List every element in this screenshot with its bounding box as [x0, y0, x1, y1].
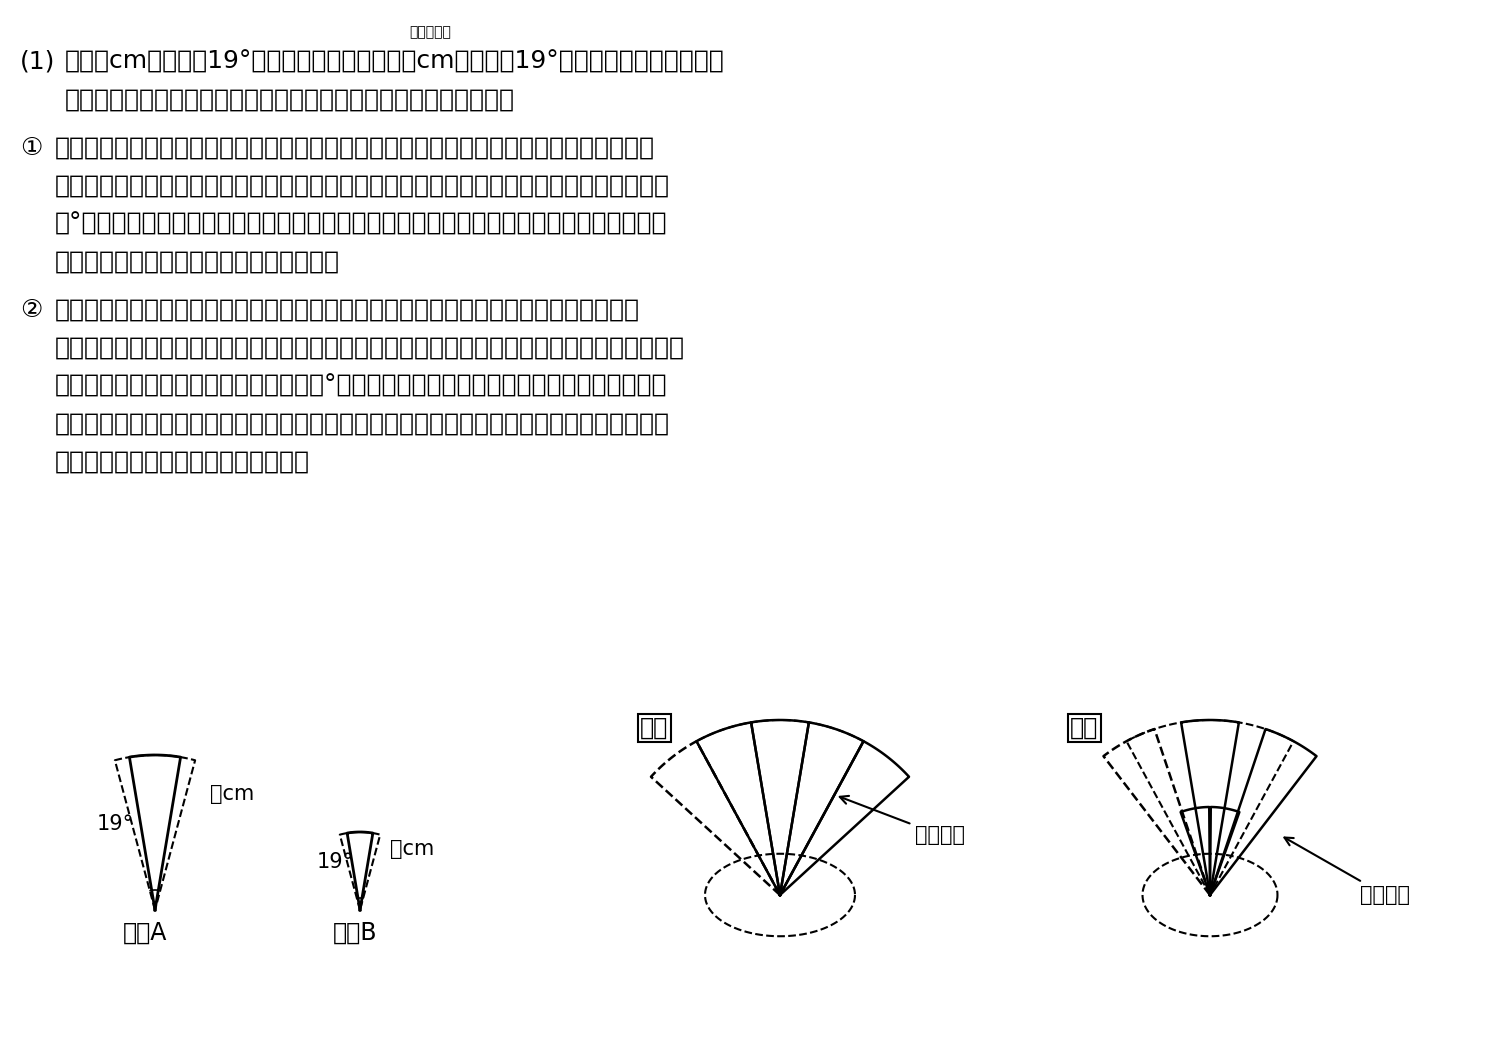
Polygon shape — [780, 742, 909, 895]
Text: 図１: 図１ — [640, 715, 669, 739]
Text: ①: ① — [20, 136, 42, 160]
Text: (1): (1) — [20, 50, 56, 74]
Text: ３°以上です。のりしろ部分の面積の合計がいちばん小さくなるようにはり合わせたとき，: ３°以上です。のりしろ部分の面積の合計がいちばん小さくなるようにはり合わせたとき… — [56, 212, 668, 236]
Text: ３cm: ３cm — [390, 839, 435, 859]
Text: のりしろ部分の扇形の中心角はどれも３°以上です。また，扇形の紙が３枚以上重なる部分: のりしろ部分の扇形の中心角はどれも３°以上です。また，扇形の紙が３枚以上重なる部… — [56, 374, 668, 398]
Text: 半径６cm，中心角19°の扇形Ａの紙と，半径３cm，中心角19°の扇形Ｂの紙がたくさん: 半径６cm，中心角19°の扇形Ａの紙と，半径３cm，中心角19°の扇形Ｂの紙がた… — [64, 50, 724, 74]
Text: 扇形Ａ，Ｂの紙を図２のように扇形Ａと扇形Ｂが必ず交互になるように，平らにはり合: 扇形Ａ，Ｂの紙を図２のように扇形Ａと扇形Ｂが必ず交互になるように，平らにはり合 — [56, 298, 640, 322]
Text: わせます。このとき，最後にはる扇形の紙は，１枚目の扇形の紙にはり合わせます。ただし，: わせます。このとき，最後にはる扇形の紙は，１枚目の扇形の紙にはり合わせます。ただ… — [56, 336, 686, 360]
Text: のりしろ: のりしろ — [1284, 838, 1410, 905]
Text: のりしろ部分の面積の合計を求めなさい。: のりしろ部分の面積の合計を求めなさい。 — [56, 250, 340, 274]
Text: 扇形Ａの紙だけを図１のようにはり合わせて円を作ります。このとき，最後にはる扇形の: 扇形Ａの紙だけを図１のようにはり合わせて円を作ります。このとき，最後にはる扇形の — [56, 136, 656, 160]
Text: あります。扇形の中心角とは，２本の半径がつくる角のことです。: あります。扇形の中心角とは，２本の半径がつくる角のことです。 — [64, 88, 514, 112]
Polygon shape — [780, 723, 864, 895]
Text: おうぎがた: おうぎがた — [410, 25, 452, 39]
Polygon shape — [752, 720, 808, 895]
Text: 図２: 図２ — [1070, 715, 1098, 739]
Text: 紙は，１枚目の扇形の紙にはり合わせます。ただし，のりしろ部分の扇形の中心角はどれも: 紙は，１枚目の扇形の紙にはり合わせます。ただし，のりしろ部分の扇形の中心角はどれ… — [56, 174, 670, 198]
Text: ②: ② — [20, 298, 42, 322]
Text: 19°: 19° — [316, 852, 354, 872]
Text: ６cm: ６cm — [210, 784, 254, 804]
Text: はありません。のりしろ部分の面積の合計がいちばん小さくなるようにはり合わせたとき，: はありません。のりしろ部分の面積の合計がいちばん小さくなるようにはり合わせたとき… — [56, 412, 670, 436]
Text: 扇形A: 扇形A — [123, 921, 166, 945]
Text: 19°: 19° — [96, 814, 134, 834]
Polygon shape — [696, 723, 780, 895]
Text: 扇形B: 扇形B — [333, 921, 378, 945]
Text: できた図形の周の長さを求めなさい。: できた図形の周の長さを求めなさい。 — [56, 450, 310, 474]
Text: のりしろ: のりしろ — [840, 796, 964, 845]
